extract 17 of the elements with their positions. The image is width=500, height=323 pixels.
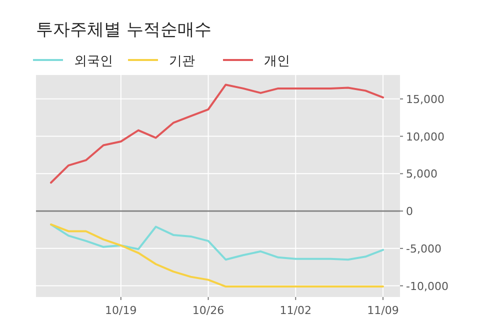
x-tick-label: 11/02 bbox=[280, 304, 312, 317]
line-series bbox=[50, 223, 384, 261]
y-tick-label: 0 bbox=[406, 205, 413, 218]
y-tick-label: -10,000 bbox=[406, 280, 448, 293]
legend-label: 개인 bbox=[264, 54, 290, 69]
line-series bbox=[50, 84, 384, 184]
y-tick-label: 10,000 bbox=[406, 130, 444, 144]
y-tick-label: 5,000 bbox=[406, 168, 438, 181]
chart-title: 투자주체별 누적순매수 bbox=[36, 20, 212, 40]
line-series bbox=[50, 223, 384, 288]
legend-label: 외국인 bbox=[74, 54, 113, 69]
x-tick-label: 10/19 bbox=[105, 304, 137, 317]
x-tick-label: 11/09 bbox=[367, 304, 399, 317]
y-tick-label: -5,000 bbox=[406, 242, 442, 256]
legend-label: 기관 bbox=[169, 54, 195, 69]
x-tick-label: 10/26 bbox=[192, 304, 224, 317]
y-tick-label: 15,000 bbox=[406, 92, 444, 106]
